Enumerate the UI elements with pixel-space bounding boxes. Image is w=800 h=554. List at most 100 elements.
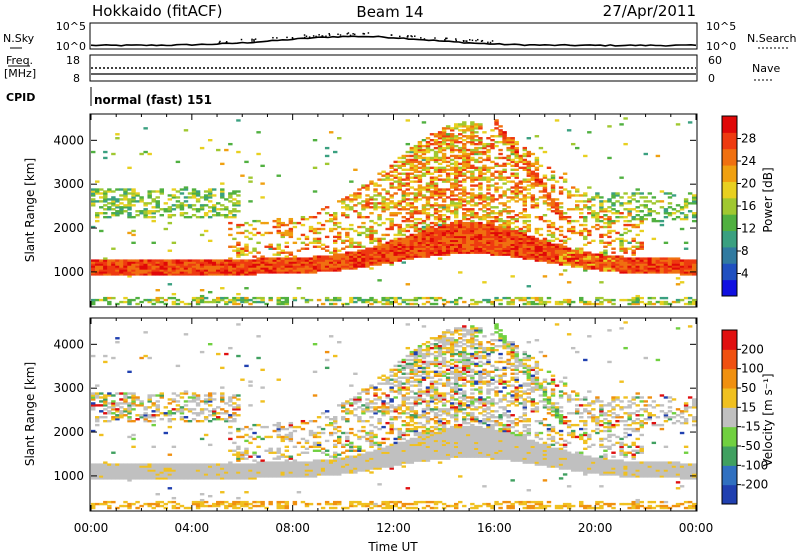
power-cell <box>490 247 495 250</box>
power-cell <box>385 257 390 260</box>
power-cell <box>139 300 144 304</box>
power-cell <box>401 154 406 158</box>
power-cell <box>498 214 503 217</box>
velocity-cell <box>179 418 185 421</box>
power-cell <box>687 269 693 272</box>
power-cell <box>433 190 439 193</box>
power-cell <box>530 243 536 246</box>
velocity-cell <box>131 467 136 470</box>
power-cell <box>486 186 491 189</box>
power-cell <box>111 212 116 215</box>
power-cell <box>679 267 685 270</box>
power-cell <box>99 212 104 215</box>
power-cell <box>324 259 330 262</box>
power-cell <box>195 190 201 193</box>
power-cell <box>643 257 648 260</box>
power-cell <box>474 247 479 250</box>
power-cell <box>147 273 152 276</box>
power-cell <box>441 160 447 164</box>
power-cell <box>530 300 536 304</box>
power-cell <box>470 176 475 179</box>
velocity-cell <box>252 437 257 441</box>
power-cell <box>280 259 285 262</box>
power-cell <box>441 214 447 217</box>
y-tick-label: 4000 <box>53 133 84 147</box>
power-cell <box>284 233 290 237</box>
power-cell <box>425 172 431 175</box>
power-cell <box>248 200 253 203</box>
power-cell <box>99 267 104 270</box>
power-cell <box>611 202 616 205</box>
power-cell <box>639 204 644 207</box>
power-cell <box>417 170 423 173</box>
power-cell <box>635 217 640 221</box>
power-cell <box>99 269 104 272</box>
power-cell <box>441 178 447 181</box>
power-cell <box>510 227 515 231</box>
power-cell <box>474 194 479 197</box>
power-cell <box>639 210 644 213</box>
velocity-cell <box>312 449 318 452</box>
power-cell <box>514 241 519 245</box>
power-cell <box>401 160 406 164</box>
power-cell <box>207 290 213 294</box>
velocity-cell <box>268 465 273 468</box>
power-cell <box>506 146 511 150</box>
power-cell <box>349 261 354 264</box>
power-cell <box>663 263 669 266</box>
power-cell <box>498 229 503 233</box>
power-cell <box>510 255 515 258</box>
power-cell <box>413 241 419 245</box>
velocity-cell <box>203 402 209 405</box>
power-cell <box>462 190 467 193</box>
power-cell <box>486 219 491 223</box>
velocity-cell <box>139 469 144 472</box>
velocity-cell <box>119 477 124 480</box>
power-cell <box>510 235 515 239</box>
power-cell <box>566 251 572 254</box>
power-cell <box>502 182 507 185</box>
power-cell <box>474 302 479 306</box>
power-cell <box>587 255 592 258</box>
power-cell <box>542 251 548 254</box>
velocity-cell <box>236 427 241 431</box>
power-cell <box>534 231 540 235</box>
power-cell <box>482 298 487 302</box>
power-cell <box>159 188 164 191</box>
power-cell <box>288 251 294 254</box>
power-cell <box>324 298 330 302</box>
power-cell <box>155 289 160 292</box>
power-cell <box>333 265 338 268</box>
velocity-cell <box>203 500 209 504</box>
power-cell <box>139 263 144 266</box>
velocity-cell <box>103 360 108 364</box>
power-cell <box>131 298 136 302</box>
power-cell <box>300 265 306 268</box>
velocity-cell <box>296 425 302 429</box>
power-cell <box>312 190 318 193</box>
velocity-cell <box>276 461 281 464</box>
power-cell <box>595 217 600 221</box>
power-cell <box>421 148 427 152</box>
power-cell <box>369 237 374 241</box>
power-cell <box>506 206 511 209</box>
power-cell <box>425 208 431 211</box>
power-cell <box>389 243 394 246</box>
power-cell <box>341 247 346 250</box>
power-cell <box>191 190 197 193</box>
power-cell <box>413 251 419 254</box>
power-cell <box>284 229 290 233</box>
velocity-cell <box>151 402 156 405</box>
power-cell <box>345 214 350 217</box>
power-cell <box>659 200 665 203</box>
power-cell <box>365 257 370 260</box>
power-cell <box>115 188 120 191</box>
power-cell <box>381 245 386 248</box>
power-cell <box>123 206 128 209</box>
power-cell <box>462 121 467 124</box>
power-cell <box>143 204 148 207</box>
power-cell <box>494 225 499 229</box>
power-cell <box>183 186 189 189</box>
power-cell <box>441 194 447 197</box>
velocity-cell <box>155 504 160 508</box>
